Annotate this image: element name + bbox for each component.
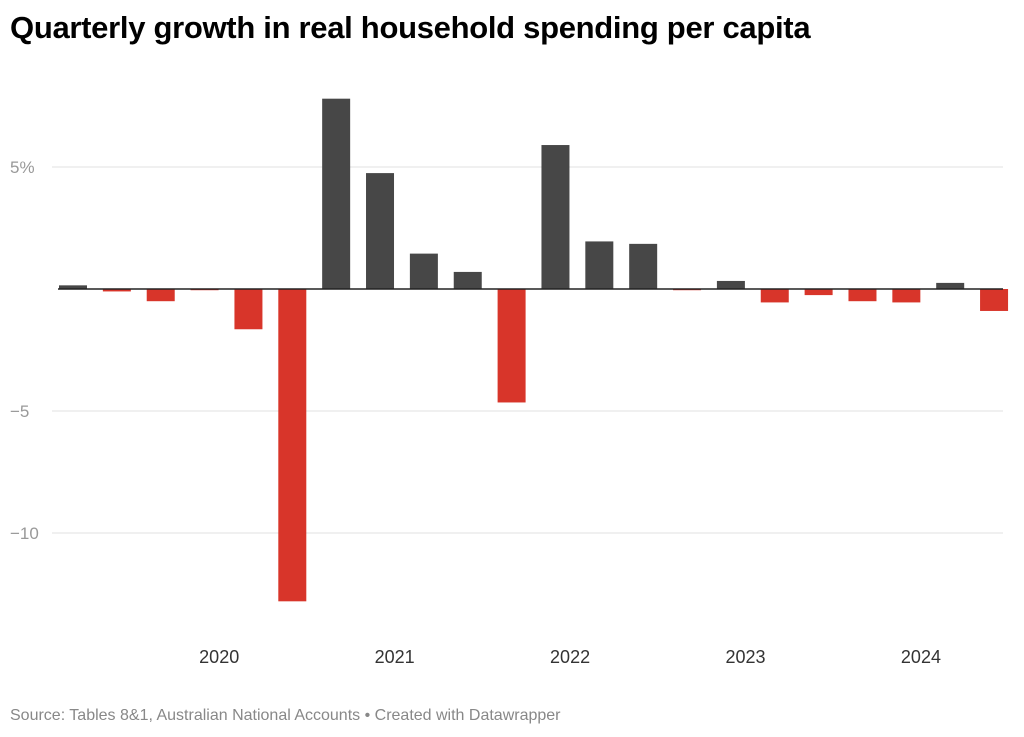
bar-mar-2022: [585, 241, 614, 289]
bar-mar-2019: [59, 285, 87, 289]
bar-jun-2019: [102, 289, 131, 292]
bar-chart: 5% −5 −10 2020 2021 2022 2023 2024: [10, 98, 1009, 667]
bar-sep-2019: [146, 289, 175, 302]
y-tick-label: −5: [10, 402, 29, 421]
bar-jun-2021: [453, 271, 482, 289]
bar-jun-2023: [804, 289, 833, 296]
x-tick-label: 2022: [550, 647, 590, 667]
bar-mar-2024: [936, 282, 965, 289]
x-tick-label: 2024: [901, 647, 941, 667]
y-tick-label: 5%: [10, 158, 35, 177]
bar-dec-2020: [366, 173, 395, 289]
bar-mar-2023: [760, 289, 789, 303]
source-note: Source: Tables 8&1, Australian National …: [10, 707, 561, 724]
bar-mar-2020: [234, 289, 263, 330]
x-tick-label: 2020: [199, 647, 239, 667]
bar-jun-2022: [629, 243, 658, 289]
bar-dec-2023: [892, 289, 921, 303]
bar-mar-2021: [409, 253, 438, 289]
bar-dec-2022: [716, 280, 745, 289]
bar-jun-2024: [980, 289, 1009, 311]
x-tick-label: 2023: [725, 647, 765, 667]
chart-title: Quarterly growth in real household spend…: [10, 10, 811, 45]
x-tick-label: 2021: [375, 647, 415, 667]
bar-sep-2020: [322, 98, 351, 290]
bar-sep-2021: [497, 289, 526, 403]
bar-sep-2023: [848, 289, 877, 302]
y-tick-label: −10: [10, 524, 39, 543]
bar-jun-2020: [278, 289, 307, 602]
bar-dec-2021: [541, 145, 570, 289]
